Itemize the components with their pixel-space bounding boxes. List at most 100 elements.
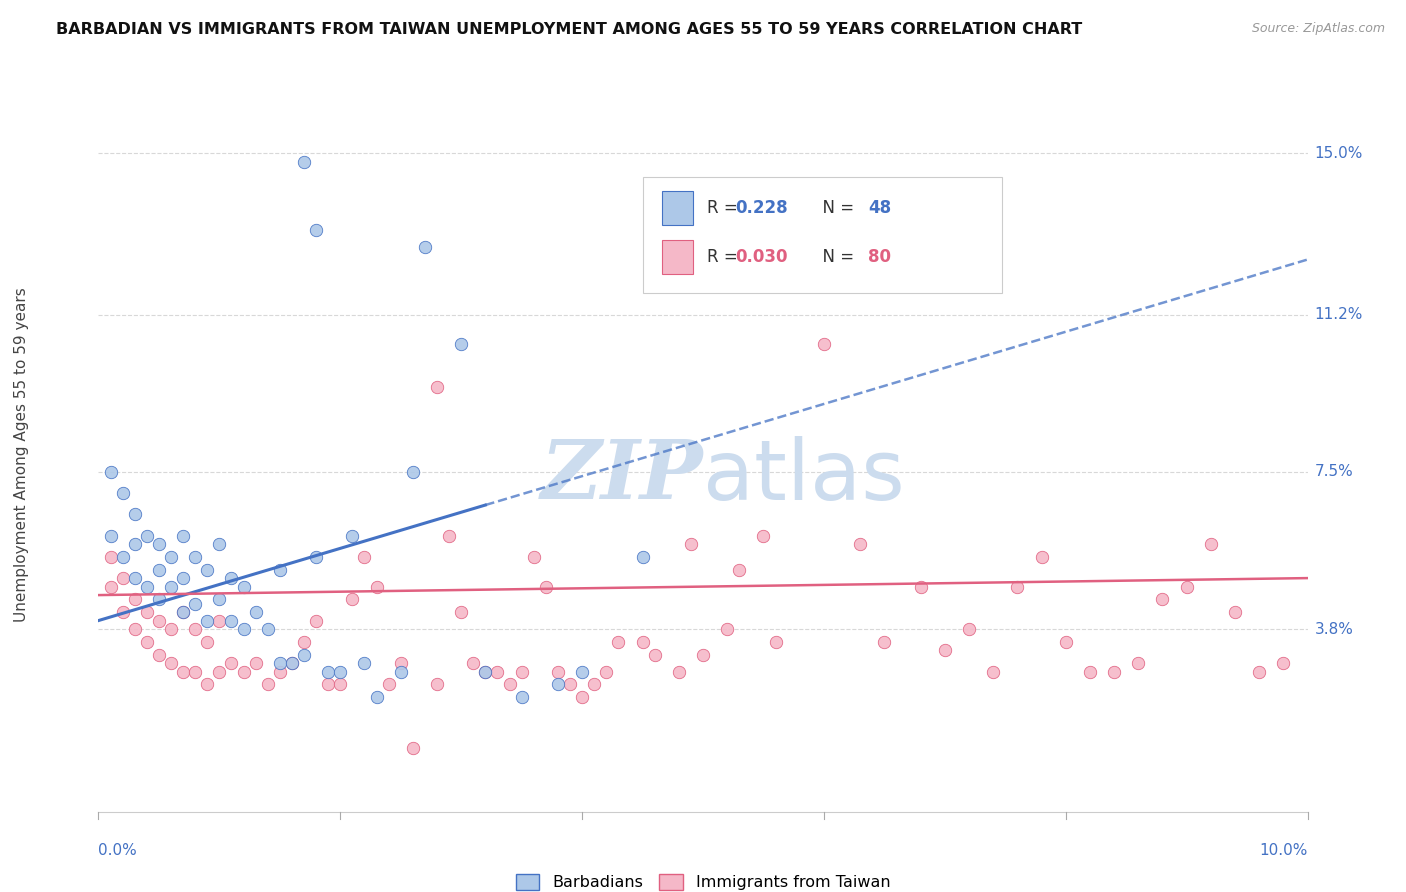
Point: [172, 605, 194, 619]
Text: 11.2%: 11.2%: [1315, 307, 1362, 322]
Point: [172, 665, 194, 679]
Point: [631, 549, 654, 564]
Point: [849, 537, 872, 551]
Point: [305, 614, 328, 628]
Point: [135, 605, 157, 619]
Point: [510, 665, 533, 679]
Point: [342, 592, 364, 607]
Point: [583, 677, 606, 691]
Point: [111, 605, 134, 619]
Point: [377, 677, 399, 691]
Point: [148, 537, 170, 551]
Point: [413, 240, 436, 254]
Point: [631, 635, 654, 649]
Text: 7.5%: 7.5%: [1315, 465, 1354, 479]
Point: [910, 580, 932, 594]
Point: [1223, 605, 1246, 619]
Point: [353, 549, 375, 564]
Point: [353, 656, 375, 670]
Point: [389, 665, 412, 679]
Point: [402, 465, 425, 479]
Text: ZIP: ZIP: [540, 436, 703, 516]
Point: [232, 622, 254, 636]
Point: [111, 549, 134, 564]
Point: [498, 677, 520, 691]
Point: [256, 677, 278, 691]
Text: R =: R =: [707, 199, 742, 217]
Point: [160, 656, 183, 670]
Point: [135, 580, 157, 594]
Point: [245, 656, 267, 670]
Point: [1199, 537, 1222, 551]
Point: [510, 690, 533, 704]
Point: [752, 528, 775, 542]
Point: [148, 614, 170, 628]
Point: [195, 677, 218, 691]
Text: Unemployment Among Ages 55 to 59 years: Unemployment Among Ages 55 to 59 years: [14, 287, 28, 623]
Text: 80: 80: [869, 248, 891, 266]
Point: [221, 614, 243, 628]
Point: [184, 597, 207, 611]
Point: [124, 592, 146, 607]
Point: [281, 656, 304, 670]
Point: [148, 592, 170, 607]
Point: [232, 580, 254, 594]
Point: [184, 665, 207, 679]
Point: [195, 614, 218, 628]
Text: 10.0%: 10.0%: [1260, 843, 1308, 858]
Text: 0.0%: 0.0%: [98, 843, 138, 858]
Point: [208, 537, 231, 551]
Point: [1152, 592, 1174, 607]
Point: [679, 537, 702, 551]
Point: [437, 528, 460, 542]
Point: [547, 665, 569, 679]
Point: [474, 665, 496, 679]
Point: [728, 563, 751, 577]
Point: [148, 563, 170, 577]
Point: [100, 465, 122, 479]
Point: [607, 635, 630, 649]
Point: [366, 580, 388, 594]
Point: [124, 537, 146, 551]
Point: [124, 508, 146, 522]
Point: [292, 154, 315, 169]
Point: [534, 580, 557, 594]
Point: [873, 635, 896, 649]
Point: [111, 486, 134, 500]
Point: [305, 223, 328, 237]
Point: [934, 643, 956, 657]
Point: [342, 528, 364, 542]
Point: [172, 571, 194, 585]
Point: [172, 528, 194, 542]
Point: [245, 605, 267, 619]
Point: [208, 665, 231, 679]
Point: [208, 592, 231, 607]
Point: [1175, 580, 1198, 594]
Point: [692, 648, 714, 662]
Point: [111, 571, 134, 585]
Text: R =: R =: [707, 248, 742, 266]
Point: [450, 605, 472, 619]
Point: [474, 665, 496, 679]
Point: [1054, 635, 1077, 649]
Point: [135, 635, 157, 649]
Point: [160, 549, 183, 564]
Text: 0.030: 0.030: [735, 248, 787, 266]
Point: [765, 635, 787, 649]
Point: [269, 656, 291, 670]
Point: [1031, 549, 1053, 564]
Point: [1078, 665, 1101, 679]
Point: [486, 665, 509, 679]
Text: 48: 48: [869, 199, 891, 217]
Point: [124, 571, 146, 585]
Point: [1272, 656, 1295, 670]
Point: [195, 563, 218, 577]
Point: [571, 665, 593, 679]
Point: [292, 648, 315, 662]
Point: [523, 549, 546, 564]
Point: [426, 380, 449, 394]
Point: [256, 622, 278, 636]
Point: [305, 549, 328, 564]
Point: [232, 665, 254, 679]
Point: [981, 665, 1004, 679]
